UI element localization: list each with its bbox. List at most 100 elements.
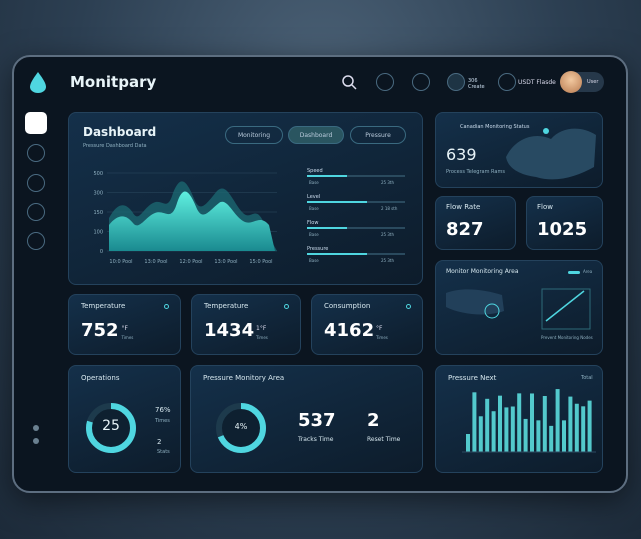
- bar-decoration: [581, 406, 586, 452]
- search-icon[interactable]: [340, 73, 358, 91]
- area-chart: 500 300 150 100 0 10:0 Pool 13:0 Pool 12:0 Poo…: [93, 171, 277, 265]
- map-caption: Canadian Monitoring Status: [460, 124, 530, 130]
- temp-value: 4162: [324, 320, 375, 341]
- x-tick-label: 12:0 Pool: [179, 259, 202, 265]
- temp-value: 752: [81, 320, 119, 341]
- card-title: Pressure Monitory Area: [203, 374, 285, 382]
- donut: [86, 403, 136, 453]
- temp-note: Times: [121, 335, 134, 340]
- card-title: Pressure Next: [448, 374, 497, 382]
- account-text: USDT Flasde: [518, 79, 556, 86]
- bar-decoration: [485, 398, 490, 452]
- card-icon: [164, 304, 169, 309]
- menu-icon[interactable]: [412, 73, 430, 91]
- bar-decoration: [530, 393, 534, 452]
- lock-icon[interactable]: [498, 73, 516, 91]
- kpi-card: Flow 1025: [526, 196, 603, 250]
- card-title: Monitor Monitoring Area: [446, 268, 519, 275]
- row-left: Base: [309, 180, 319, 185]
- nav-dot: [33, 438, 39, 444]
- map-label: Process Telegram Rams: [446, 169, 505, 175]
- row-label: Level: [307, 194, 321, 200]
- status-text: 306 Create: [468, 78, 485, 90]
- row-right: 25 3th: [381, 232, 395, 237]
- kpi-label: Flow: [537, 203, 553, 211]
- row-label: Speed: [307, 168, 323, 174]
- avatar: [560, 71, 582, 93]
- pressure-card: Pressure Monitory Area 4% 537 Tracks Tim…: [190, 365, 423, 473]
- area-front: [109, 191, 275, 251]
- kpi-card: Flow Rate 827: [435, 196, 516, 250]
- map-card: Canadian Monitoring Status 639 Process T…: [435, 112, 603, 188]
- donut: [216, 403, 266, 453]
- card-icon: [284, 304, 289, 309]
- y-tick-label: 150: [93, 210, 103, 216]
- bar-decoration: [574, 403, 579, 452]
- temp-card: Temperature 752 °F Times: [68, 294, 181, 355]
- bar-decoration: [542, 396, 547, 452]
- temp-card: Temperature 1434 1°F Times: [191, 294, 301, 355]
- y-tick-label: 100: [93, 230, 103, 236]
- stat-label: Times: [155, 418, 170, 424]
- legend-text: Total: [581, 375, 593, 381]
- tab[interactable]: Dashboard: [288, 126, 344, 144]
- nav-icon[interactable]: [27, 203, 45, 221]
- temp-unit: °F: [121, 325, 128, 332]
- donut-value: 4%: [234, 422, 248, 431]
- nav-icon[interactable]: [27, 174, 45, 192]
- x-tick-label: 13:0 Pool: [214, 259, 237, 265]
- nav-icon[interactable]: [27, 232, 45, 250]
- stat-label: Reset Time: [367, 436, 401, 443]
- temp-note: Times: [376, 335, 388, 340]
- bar-decoration: [587, 400, 592, 452]
- temp-value: 1434: [204, 320, 255, 341]
- bar-decoration: [504, 407, 509, 452]
- nav-dashboard[interactable]: [25, 112, 47, 134]
- temp-unit: °F: [376, 325, 383, 332]
- kpi-value: 1025: [537, 219, 588, 240]
- row-label: Flow: [307, 220, 319, 226]
- nav-icon[interactable]: [27, 144, 45, 162]
- x-tick-label: 10:0 Pool: [109, 259, 132, 265]
- temp-note: Times: [256, 335, 268, 340]
- kpi-label: Flow Rate: [446, 203, 481, 211]
- tab[interactable]: Monitoring: [225, 126, 283, 144]
- y-tick-label: 500: [93, 171, 103, 177]
- row-fill: [307, 201, 367, 203]
- y-tick-label: 0: [100, 249, 103, 255]
- operations-card: Operations 25 76% Times 2 Stats: [68, 365, 181, 473]
- bar-decoration: [472, 392, 477, 452]
- bar-decoration: [517, 393, 522, 452]
- stat-value: 76%: [155, 406, 171, 414]
- stat-value: 2: [157, 438, 162, 446]
- x-tick-label: 13:0 Pool: [144, 259, 167, 265]
- bar-decoration: [549, 425, 554, 452]
- tab[interactable]: Pressure: [350, 126, 406, 144]
- temp-unit: 1°F: [256, 325, 267, 332]
- user-name: User: [587, 79, 599, 85]
- bar-decoration: [466, 434, 470, 452]
- bar-decoration: [523, 418, 528, 452]
- card-title: Temperature: [204, 302, 249, 310]
- bar-decoration: [498, 395, 502, 452]
- card-subtitle: Pressure Dashboard Data: [83, 143, 147, 149]
- row-right: 25 3th: [381, 180, 395, 185]
- bar-graphic: [462, 389, 596, 453]
- bar-decoration: [568, 396, 573, 452]
- bar-decoration: [491, 411, 496, 452]
- nav-dot: [33, 425, 39, 431]
- settings-icon[interactable]: [376, 73, 394, 91]
- row-fill: [307, 227, 347, 229]
- row-track: [307, 175, 405, 177]
- stat-value: 2: [367, 410, 380, 431]
- row-fill: [307, 175, 347, 177]
- row-fill: [307, 253, 367, 255]
- legend-text: Area: [583, 269, 593, 274]
- donut-value: 25: [102, 418, 120, 434]
- bar-decoration: [510, 406, 515, 452]
- status-icon[interactable]: [447, 73, 465, 91]
- map-value: 639: [446, 145, 477, 164]
- y-tick-label: 300: [93, 191, 103, 197]
- monitoring-card: Monitor Monitoring Area Area Prevent Mon…: [435, 260, 603, 355]
